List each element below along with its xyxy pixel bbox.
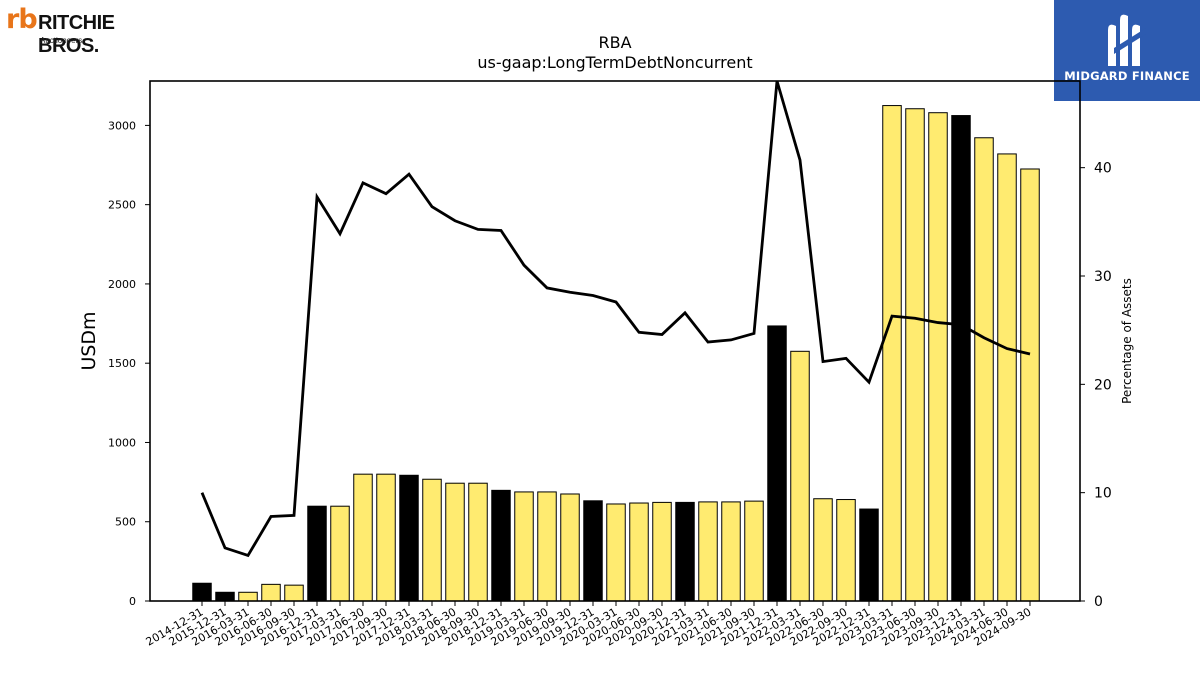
bar-2023-06-30 — [905, 108, 925, 602]
bar-2018-09-30 — [468, 482, 488, 602]
y-tick-label: 0 — [129, 595, 136, 608]
bar-2021-06-30 — [721, 501, 741, 602]
bar-series — [192, 105, 1040, 602]
axes: 0500100015002000250030000102030402014-12… — [108, 80, 1112, 649]
bar-2019-09-30 — [560, 493, 580, 602]
bar-2018-06-30 — [445, 482, 465, 602]
bar-2024-06-30 — [997, 153, 1017, 602]
bar-2021-09-30 — [744, 500, 764, 602]
y2-tick-label: 40 — [1094, 161, 1112, 177]
y-tick-label: 1500 — [108, 357, 136, 370]
bar-2024-09-30 — [1020, 168, 1040, 602]
bar-2024-03-31 — [974, 137, 994, 602]
y2-tick-label: 10 — [1094, 486, 1112, 502]
y2-axis-label: Percentage of Assets — [1120, 278, 1134, 404]
bar-2023-03-31 — [882, 105, 902, 602]
plot-frame — [149, 80, 1081, 602]
bar-2015-12-31 — [215, 591, 235, 602]
bar-2017-06-30 — [353, 473, 373, 602]
bar-2016-12-31 — [307, 505, 327, 602]
bar-2022-12-31 — [859, 508, 879, 602]
bar-2022-09-30 — [836, 499, 856, 602]
bar-2016-06-30 — [261, 583, 281, 602]
midgard-finance-name: MIDGARD FINANCE — [1064, 69, 1190, 83]
bar-2018-12-31 — [491, 489, 511, 602]
bar-2023-12-31 — [951, 115, 971, 602]
midgard-finance-logo: MIDGARD FINANCE — [1054, 0, 1200, 101]
y2-tick-label: 0 — [1094, 594, 1103, 610]
bar-2020-06-30 — [629, 502, 649, 602]
percentage-line — [200, 80, 1031, 558]
bar-2014-12-31 — [192, 582, 212, 602]
ritchie-bros-logo-sub: Auctioneers — [40, 36, 83, 45]
bar-2017-09-30 — [376, 473, 396, 602]
chart-subtitle: us-gaap:LongTermDebtNoncurrent — [477, 53, 752, 72]
y2-tick-label: 20 — [1094, 377, 1112, 393]
y-tick-label: 2500 — [108, 199, 136, 212]
bar-2017-12-31 — [399, 474, 419, 602]
y-axis-label: USDm — [78, 311, 100, 370]
chart-title: RBA — [598, 33, 631, 52]
bar-2016-03-31 — [238, 591, 258, 602]
bar-2021-12-31 — [767, 325, 787, 602]
bar-2018-03-31 — [422, 478, 442, 602]
y-tick-label: 2000 — [108, 278, 136, 291]
y-tick-label: 500 — [115, 516, 136, 529]
y2-tick-label: 30 — [1094, 269, 1112, 285]
bar-2017-03-31 — [330, 505, 350, 602]
bar-2023-09-30 — [928, 112, 948, 602]
bar-2019-03-31 — [514, 491, 534, 602]
bar-2020-09-30 — [652, 501, 672, 602]
y-tick-label: 1000 — [108, 436, 136, 449]
ritchie-bros-logo: rb RITCHIE BROS. Auctioneers — [4, 4, 174, 57]
line-series — [200, 80, 1031, 558]
bar-2019-12-31 — [583, 500, 603, 602]
bar-2021-03-31 — [698, 501, 718, 602]
bar-2020-03-31 — [606, 503, 626, 602]
bar-2022-03-31 — [790, 350, 810, 602]
midgard-mark-icon — [1108, 14, 1146, 67]
bar-2020-12-31 — [675, 501, 695, 602]
bar-2016-09-30 — [284, 584, 304, 602]
bar-2022-06-30 — [813, 498, 833, 602]
ritchie-bros-logo-name: RITCHIE BROS. — [38, 12, 115, 57]
ritchie-bros-logo-mark: rb — [6, 4, 38, 35]
bar-2019-06-30 — [537, 491, 557, 602]
y-tick-label: 3000 — [108, 119, 136, 132]
